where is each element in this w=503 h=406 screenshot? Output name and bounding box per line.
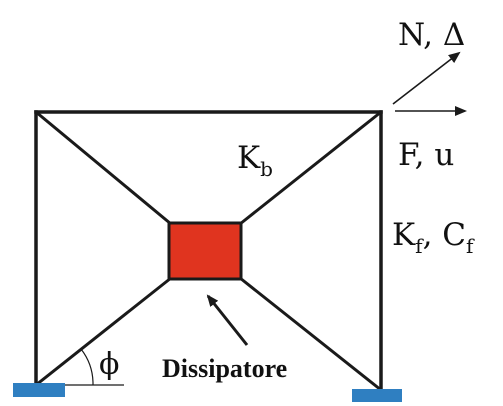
angle-arc (80, 348, 94, 386)
lateral-force-label: F, u (398, 137, 454, 173)
axial-load-arrow (392, 51, 461, 105)
brace-angle-label: ϕ (99, 347, 119, 382)
dissipator-pointer-arrow (206, 294, 249, 346)
brace-lower-right (239, 276, 382, 392)
brace-stiffness-subscript: b (260, 157, 273, 181)
frame-damping-subscript: f (466, 234, 475, 258)
brace-stiffness-symbol: K (237, 140, 261, 176)
frame-damping-symbol: C (442, 217, 466, 253)
right-support-plate (352, 389, 402, 402)
dissipator-label: Dissipatore (162, 354, 287, 383)
frame-label-separator: , (423, 217, 443, 253)
brace-upper-left (35, 110, 172, 226)
brace-stiffness-label: Kb (237, 140, 273, 181)
brace-upper-right (239, 110, 382, 226)
brace-lower-left (35, 276, 172, 387)
axial-force-label: N, Δ (398, 17, 465, 53)
frame-stiffness-symbol: K (392, 217, 416, 253)
frame-stiffness-damping-label: Kf, Cf (392, 217, 475, 258)
frame-stiffness-subscript: f (415, 234, 424, 258)
left-support-plate (13, 383, 65, 397)
dissipator-box (167, 221, 243, 281)
